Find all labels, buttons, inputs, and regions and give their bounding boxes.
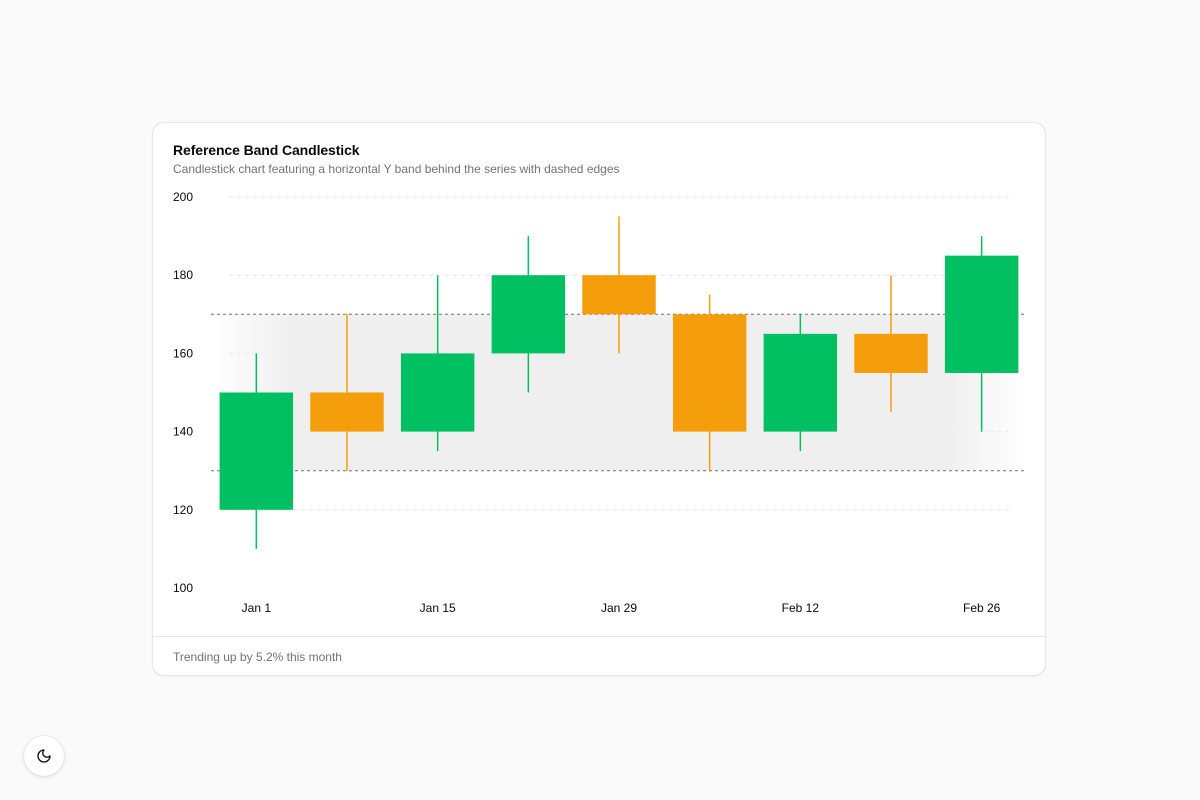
chart-subtitle: Candlestick chart featuring a horizontal… xyxy=(173,162,620,176)
y-tick-label: 160 xyxy=(173,346,193,360)
candle-body xyxy=(582,275,656,315)
x-tick-label: Feb 26 xyxy=(963,601,1001,615)
x-tick-label: Jan 15 xyxy=(420,601,456,615)
y-tick-label: 120 xyxy=(173,503,193,517)
candle xyxy=(763,314,838,452)
candle-body xyxy=(400,353,475,432)
chart-card: Reference Band Candlestick Candlestick c… xyxy=(152,122,1046,676)
candlestick-chart: 100 120 140 160 180 200 Jan 1 Jan 15 Jan 29 Feb 1… xyxy=(173,190,1027,615)
x-tick-label: Jan 29 xyxy=(601,601,637,615)
trend-summary: Trending up by 5.2% this month xyxy=(173,650,342,664)
y-tick-label: 140 xyxy=(173,425,193,439)
candle xyxy=(310,314,384,471)
candle-body xyxy=(763,333,838,432)
candle xyxy=(672,294,747,471)
candle xyxy=(219,353,294,549)
candle xyxy=(944,236,1019,432)
chart-title: Reference Band Candlestick xyxy=(173,142,360,158)
candle xyxy=(491,236,566,393)
card-footer: Trending up by 5.2% this month xyxy=(153,636,1045,677)
candle-body xyxy=(310,392,384,432)
candle-body xyxy=(944,255,1019,373)
candle xyxy=(400,275,475,452)
y-tick-label: 200 xyxy=(173,190,193,204)
y-tick-label: 180 xyxy=(173,268,193,282)
candle-body xyxy=(219,392,294,510)
candle-body xyxy=(672,314,747,432)
candle-body xyxy=(854,333,928,373)
x-tick-label: Jan 1 xyxy=(242,601,272,615)
y-tick-label: 100 xyxy=(173,581,193,595)
candle-body xyxy=(491,275,566,354)
moon-icon xyxy=(37,749,51,763)
candle xyxy=(582,216,656,354)
chart-area: 100 120 140 160 180 200 Jan 1 Jan 15 Jan 29 Feb 1… xyxy=(153,123,1047,637)
candle xyxy=(854,275,928,413)
x-tick-label: Feb 12 xyxy=(782,601,820,615)
theme-toggle-button[interactable] xyxy=(24,736,64,776)
